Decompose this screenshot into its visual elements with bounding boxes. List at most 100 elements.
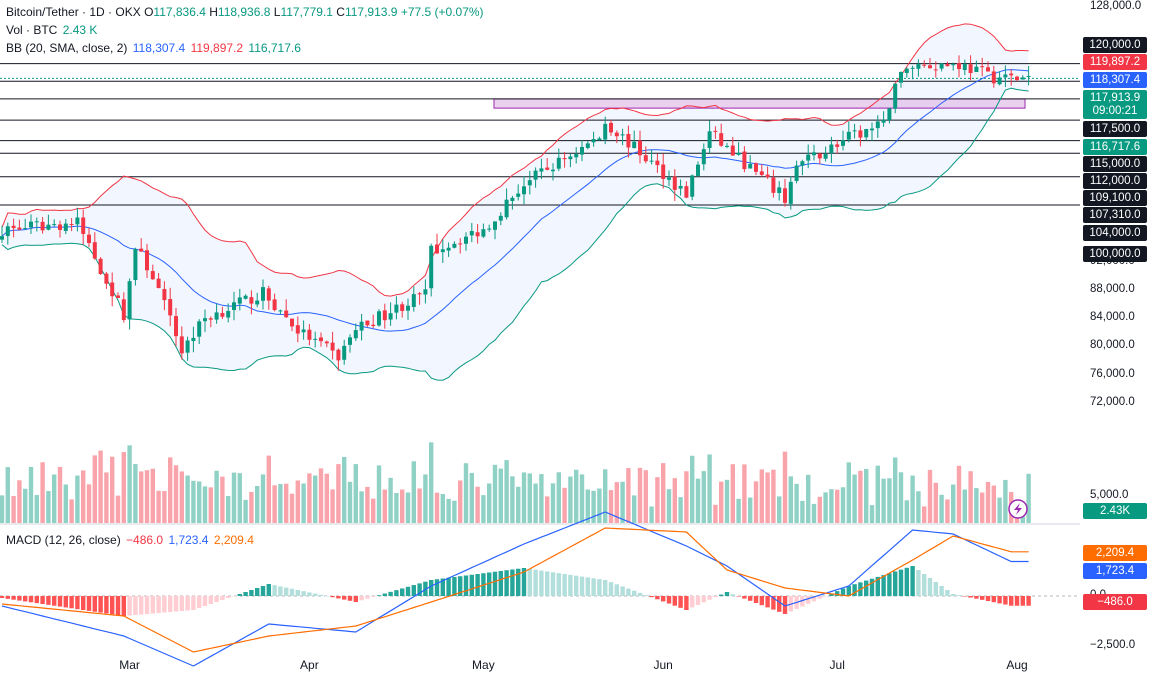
macd-hist-bar (684, 596, 689, 610)
candle (220, 306, 225, 320)
volume-bar (266, 455, 271, 523)
volume-bar (0, 495, 5, 523)
macd-hist-bar (52, 596, 57, 606)
volume-bar (307, 473, 312, 523)
bolt-icon[interactable] (1008, 499, 1028, 519)
macd-label[interactable]: MACD (12, 26, close) (6, 533, 121, 547)
macd-hist-bar (1020, 596, 1025, 606)
macd-hist-bar (197, 596, 202, 608)
macd-hist-bar (620, 586, 625, 596)
candle (34, 217, 39, 232)
candle (0, 225, 4, 243)
price-badge: 109,100.0 (1083, 190, 1147, 206)
candle (330, 331, 335, 360)
macd-hist-bar (1009, 596, 1014, 606)
price-badge: 115,000.0 (1083, 156, 1147, 172)
candle (928, 57, 932, 69)
candle (597, 136, 602, 141)
candle (81, 209, 86, 245)
volume-bar (806, 474, 811, 523)
price-badge: 100,000.0 (1083, 246, 1147, 262)
candle (620, 128, 625, 146)
volume-bar (603, 469, 608, 523)
candle (858, 125, 863, 147)
macd-hist-bar (98, 596, 103, 613)
volume-bar (156, 490, 161, 523)
macd-hist-bar (144, 596, 150, 614)
macd-hist-bar (864, 580, 869, 596)
volume-bar (231, 472, 237, 523)
volume-bar (736, 498, 741, 523)
candle (701, 143, 706, 171)
volume-bar (707, 454, 712, 523)
volume-label[interactable]: Vol · BTC (6, 23, 58, 37)
candle (278, 309, 283, 315)
volume-bar (324, 473, 329, 523)
volume-bar (1003, 479, 1008, 523)
volume-bar (284, 483, 289, 523)
candle (446, 242, 451, 257)
price-badge: 112,000.0 (1083, 173, 1147, 189)
candle (162, 281, 167, 311)
candle (174, 307, 178, 347)
candle (342, 339, 347, 365)
volume-bar (556, 472, 561, 523)
candle (736, 142, 741, 156)
candle (1003, 65, 1008, 88)
volume-bar (295, 480, 300, 523)
macd-hist-bar (574, 575, 579, 596)
volume-bar (869, 505, 875, 523)
candle (307, 324, 312, 346)
macd-hist-bar (521, 568, 527, 596)
candle (533, 167, 538, 188)
candle (377, 309, 381, 327)
candle (185, 336, 190, 361)
macd-hist-bar (168, 596, 173, 612)
macd-hist-bar (777, 596, 782, 612)
volume-bar (330, 489, 335, 523)
macd-hist-bar (342, 596, 347, 600)
volume-bar (632, 495, 637, 523)
volume-bar (115, 495, 121, 523)
volume-bar (539, 474, 544, 523)
volume-bar (1026, 473, 1031, 523)
volume-bar (568, 476, 573, 523)
candle (696, 161, 700, 177)
high-label: H (209, 5, 218, 19)
bb-label[interactable]: BB (20, SMA, close, 2) (6, 41, 128, 55)
volume-bar (429, 442, 434, 523)
candle (545, 158, 550, 171)
volume-bar (208, 487, 213, 523)
candle (510, 195, 515, 210)
candle (301, 320, 306, 340)
volume-bar (23, 488, 28, 523)
candle (632, 130, 637, 149)
candle (591, 131, 596, 147)
candle (40, 217, 45, 234)
volume-bar (28, 466, 34, 523)
macd-hist-bar (173, 596, 179, 612)
symbol-title[interactable]: Bitcoin/Tether · 1D · OKX (6, 5, 141, 19)
horizontal-levels (0, 63, 1080, 206)
candle (87, 228, 91, 247)
volume-bar (202, 486, 208, 523)
candle (266, 285, 271, 310)
volume-bar (527, 473, 532, 523)
candle (788, 176, 793, 210)
macd-hist-bar (28, 596, 34, 603)
macd-hist-bar (887, 573, 892, 596)
macd-hist-bar (556, 573, 561, 596)
macd-hist-bar (661, 596, 666, 602)
time-tick: Aug (1006, 658, 1028, 672)
macd-hist-bar (637, 592, 643, 596)
bb-lower-line (1, 87, 1029, 381)
macd-hist-bar (371, 596, 376, 597)
time-tick: Jun (653, 658, 673, 672)
price-tick: 72,000.0 (1090, 396, 1135, 408)
candle (933, 61, 938, 78)
volume-bar (690, 455, 695, 523)
macd-hist-bar (678, 596, 683, 608)
candle (133, 247, 138, 286)
candle (290, 318, 294, 332)
